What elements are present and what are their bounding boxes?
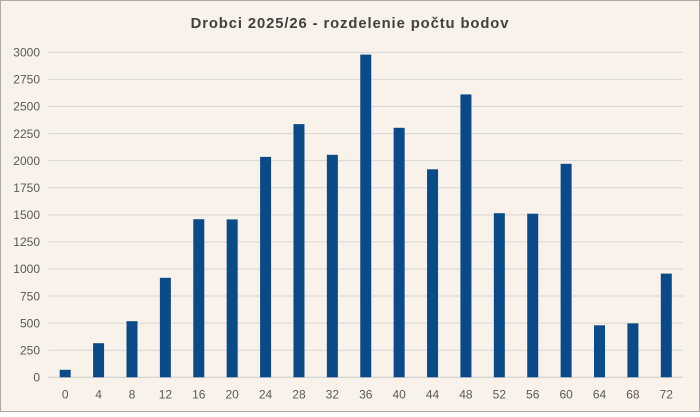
svg-text:28: 28 — [292, 387, 306, 401]
svg-text:48: 48 — [459, 387, 473, 401]
svg-text:36: 36 — [359, 387, 373, 401]
svg-text:2000: 2000 — [13, 154, 40, 168]
svg-text:8: 8 — [129, 387, 136, 401]
svg-text:68: 68 — [626, 387, 640, 401]
svg-text:0: 0 — [62, 387, 69, 401]
svg-text:1750: 1750 — [13, 181, 40, 195]
svg-text:24: 24 — [259, 387, 273, 401]
svg-text:40: 40 — [392, 387, 406, 401]
svg-text:1500: 1500 — [13, 208, 40, 222]
svg-text:2750: 2750 — [13, 73, 40, 87]
svg-text:1000: 1000 — [13, 262, 40, 276]
svg-text:44: 44 — [426, 387, 440, 401]
svg-text:52: 52 — [493, 387, 507, 401]
svg-text:1250: 1250 — [13, 235, 40, 249]
svg-text:500: 500 — [20, 316, 40, 330]
svg-text:2250: 2250 — [13, 127, 40, 141]
svg-text:56: 56 — [526, 387, 540, 401]
svg-text:Drobci 2025/26 - rozdelenie po: Drobci 2025/26 - rozdelenie počtu bodov — [191, 16, 510, 32]
svg-text:60: 60 — [559, 387, 573, 401]
svg-text:0: 0 — [33, 371, 40, 385]
svg-text:72: 72 — [660, 387, 674, 401]
svg-text:12: 12 — [159, 387, 173, 401]
svg-text:32: 32 — [326, 387, 340, 401]
svg-text:750: 750 — [20, 289, 40, 303]
svg-text:250: 250 — [20, 343, 40, 357]
svg-text:3000: 3000 — [13, 46, 40, 60]
svg-text:4: 4 — [95, 387, 102, 401]
svg-text:2500: 2500 — [13, 100, 40, 114]
svg-text:20: 20 — [225, 387, 239, 401]
svg-text:64: 64 — [593, 387, 607, 401]
svg-text:16: 16 — [192, 387, 206, 401]
